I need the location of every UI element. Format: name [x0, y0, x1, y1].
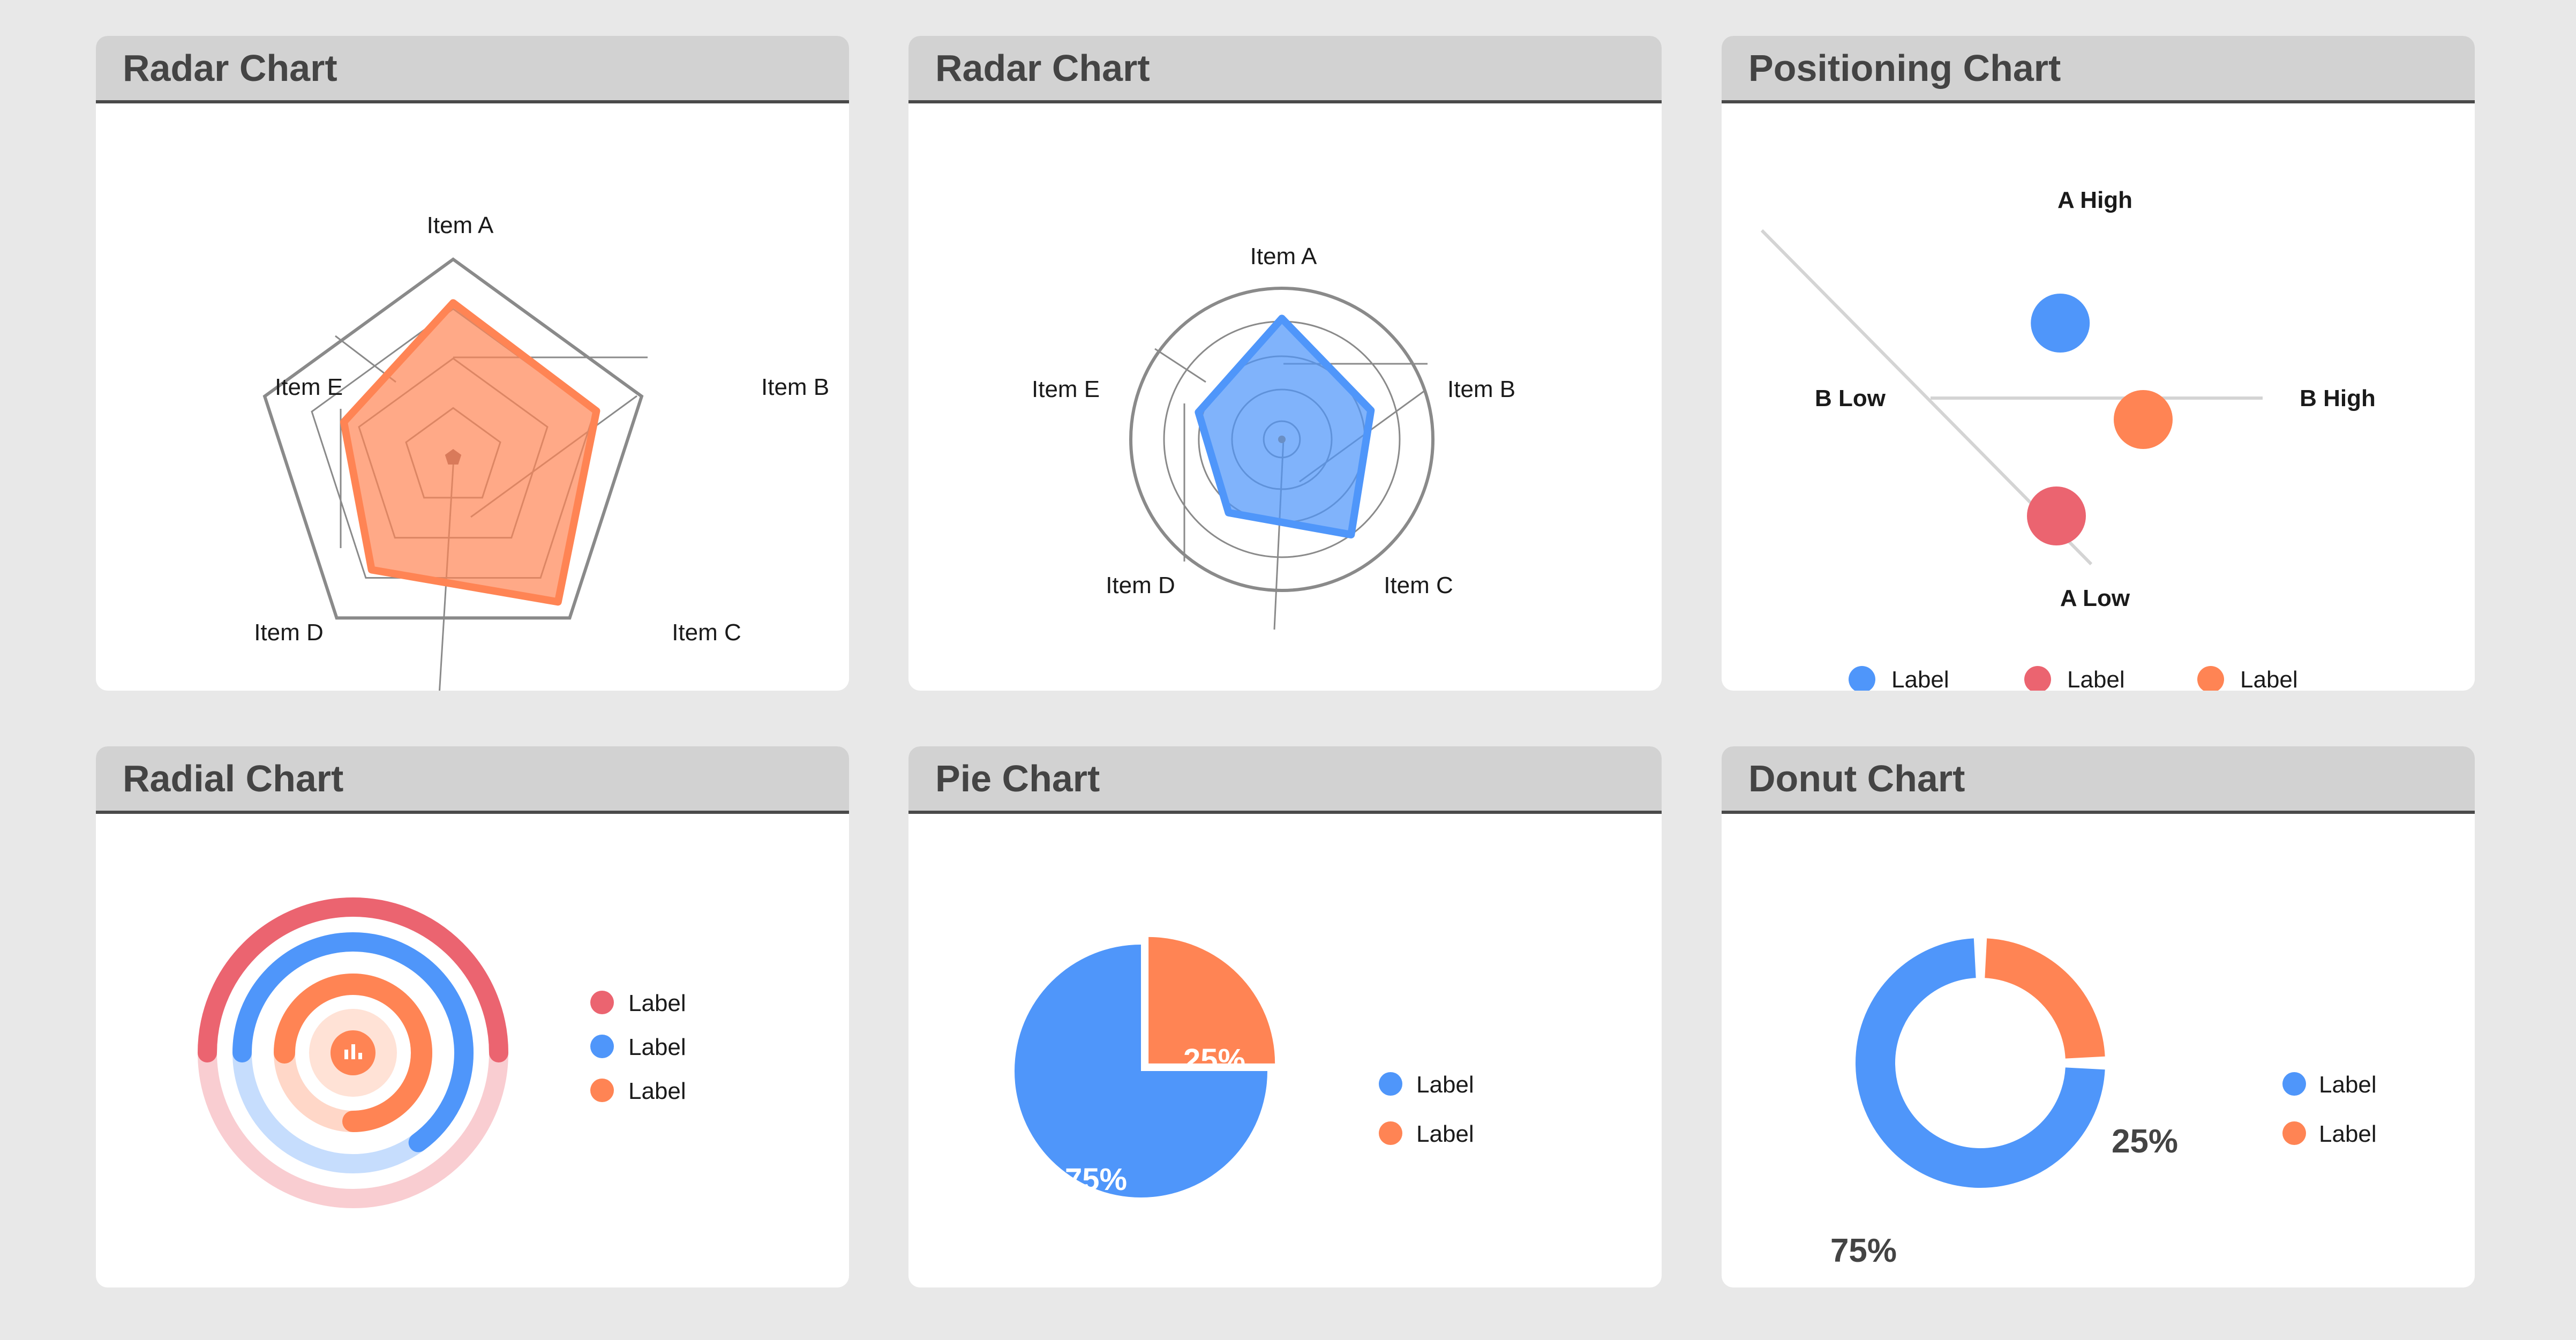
legend-label: Label	[1416, 1121, 1474, 1147]
card-header: Radial Chart	[96, 746, 849, 814]
legend-marker	[590, 991, 614, 1014]
legend-marker	[1379, 1121, 1402, 1145]
radial-chart-card: Radial Chart Label Label Label	[96, 746, 849, 1287]
pie-chart-card: Pie Chart 75% 25% Label Label	[908, 746, 1662, 1287]
legend-marker	[590, 1035, 614, 1058]
radar-series-area	[1195, 315, 1375, 538]
legend-label: Label	[2319, 1121, 2377, 1147]
radial-bar	[232, 932, 474, 1152]
legend-label: Label	[1891, 667, 1949, 691]
pie-slice	[1148, 937, 1275, 1064]
radial-bar	[198, 897, 508, 1062]
radar-center-marker	[1278, 436, 1286, 443]
donut-segment-label: 25%	[2112, 1123, 2178, 1160]
radar-axis-label: Item D	[254, 619, 324, 646]
radar-center-marker	[445, 449, 462, 465]
legend-label: Label	[2067, 667, 2125, 691]
radial-chart: Label Label Label	[198, 897, 686, 1208]
donut-segment	[1984, 938, 2105, 1059]
radar-chart-card-1: Radar Chart Item A Item B Item C Item D Item…	[96, 36, 849, 691]
legend-marker	[2282, 1072, 2306, 1096]
pie-slice	[1015, 945, 1267, 1197]
legend-marker	[1379, 1072, 1402, 1096]
radar-axis-label: Item C	[1384, 572, 1453, 598]
positioning-point	[2114, 390, 2173, 449]
positioning-chart-card: Positioning Chart A High A Low B Low B High…	[1722, 36, 2475, 691]
pie-slice-label: 25%	[1183, 1043, 1245, 1077]
card-title: Donut Chart	[1748, 758, 1965, 799]
donut-chart-card: Donut Chart 75% 25% Label Label	[1722, 746, 2475, 1287]
pie-chart: 75% 25% Label Label	[1015, 937, 1474, 1197]
donut-segment	[1856, 938, 2105, 1188]
bar-chart-icon	[358, 1053, 362, 1059]
legend-label: Label	[628, 1078, 686, 1104]
radar-axis-label: Item A	[1250, 243, 1317, 270]
card-header: Radar Chart	[908, 36, 1662, 103]
positioning-x-high-label: B High	[2300, 385, 2376, 411]
radar-axis-label: Item E	[1032, 376, 1100, 402]
positioning-y-high-label: A High	[2057, 187, 2132, 213]
legend-label: Label	[2240, 667, 2298, 691]
positioning-x-low-label: B Low	[1815, 385, 1886, 411]
legend-marker	[2024, 666, 2051, 691]
radar-series-area	[340, 299, 600, 606]
card-title: Radar Chart	[123, 47, 337, 89]
radar-chart-1: Item A Item B Item C Item D Item E	[254, 212, 829, 691]
positioning-point	[2031, 294, 2090, 353]
legend-marker	[1849, 666, 1875, 691]
legend-label: Label	[628, 990, 686, 1016]
radar-axis-label: Item D	[1106, 572, 1175, 598]
radar-chart-card-2: Radar Chart Item A Item B Item C Item D Item…	[908, 36, 1662, 691]
bar-chart-icon	[351, 1044, 355, 1059]
card-title: Radial Chart	[123, 758, 344, 799]
bar-chart-icon	[344, 1050, 348, 1059]
donut-chart: 75% 25% Label Label	[1830, 938, 2377, 1269]
donut-segment-label: 75%	[1830, 1232, 1897, 1269]
legend-label: Label	[1416, 1072, 1474, 1098]
radar-axis-label: Item A	[427, 212, 494, 238]
radar-axis-label: Item B	[1447, 376, 1515, 402]
card-header: Pie Chart	[908, 746, 1662, 814]
card-header: Radar Chart	[96, 36, 849, 103]
radar-guide-line	[1154, 348, 1206, 383]
legend-label: Label	[2319, 1072, 2377, 1098]
card-title: Radar Chart	[935, 47, 1150, 89]
radar-axis-label: Item C	[672, 619, 741, 646]
legend-marker	[590, 1079, 614, 1102]
radar-axis-label: Item E	[275, 374, 343, 400]
card-title: Positioning Chart	[1748, 47, 2061, 89]
pie-slice-label: 75%	[1065, 1162, 1127, 1197]
card-header: Donut Chart	[1722, 746, 2475, 814]
legend-label: Label	[628, 1034, 686, 1060]
positioning-y-low-label: A Low	[2060, 585, 2130, 611]
radar-grid-ring	[1129, 287, 1435, 592]
radar-axis-label: Item B	[761, 374, 829, 400]
positioning-chart: A High A Low B Low B High Label Label Label	[1760, 187, 2376, 691]
card-title: Pie Chart	[935, 758, 1100, 799]
radial-bar	[274, 974, 432, 1132]
radar-grid-ring	[262, 257, 644, 620]
card-header: Positioning Chart	[1722, 36, 2475, 103]
legend-marker	[2282, 1121, 2306, 1145]
positioning-point	[2027, 486, 2086, 545]
legend-marker	[2197, 666, 2224, 691]
radar-chart-2: Item A Item B Item C Item D Item E	[1032, 243, 1515, 630]
